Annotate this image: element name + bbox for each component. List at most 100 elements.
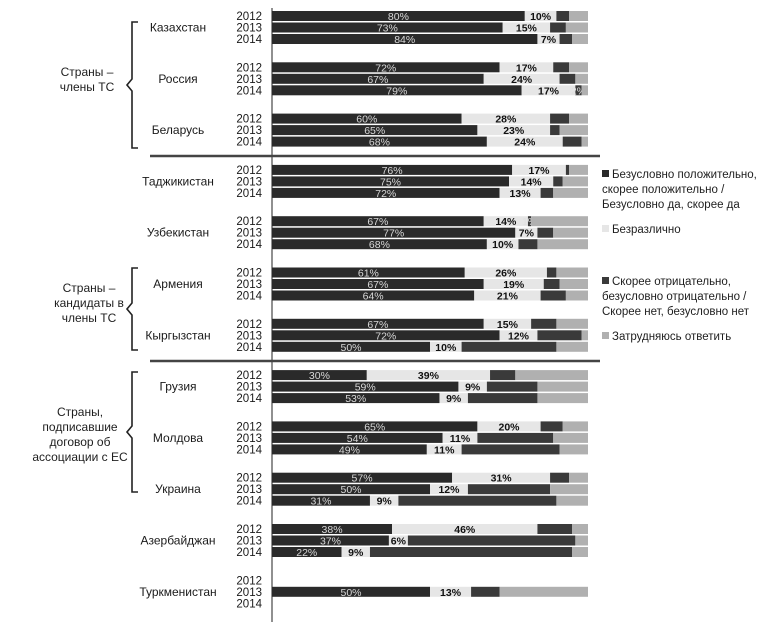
year-label: 2014 <box>236 188 262 200</box>
data-label: 10% <box>435 342 457 354</box>
bar-segment <box>430 586 472 597</box>
bar-segment <box>550 484 588 495</box>
bar-segment <box>537 393 588 404</box>
bar-segment <box>272 34 538 44</box>
data-label: 9% <box>348 547 364 559</box>
bar-segment <box>515 370 588 381</box>
data-label: 75% <box>380 176 401 188</box>
bar-segment <box>531 216 588 227</box>
data-label: 12% <box>508 330 530 342</box>
bar-segment <box>464 267 547 278</box>
data-label: 14% <box>495 216 517 228</box>
bar-segment <box>474 290 541 301</box>
bar-segment <box>272 187 500 198</box>
bar-segment <box>486 136 563 147</box>
bar-segment <box>540 187 554 198</box>
bar-segment <box>540 290 566 301</box>
country-label: Туркменистан <box>139 585 216 599</box>
data-label: 53% <box>345 393 366 405</box>
year-label: 2013 <box>236 484 262 496</box>
bar-segment <box>483 279 544 289</box>
data-label: 68% <box>369 137 390 149</box>
country-label: Армения <box>153 277 202 291</box>
bar-segment <box>553 62 570 73</box>
bar-segment <box>499 62 554 73</box>
bar-segment <box>398 495 557 506</box>
data-label: 9% <box>465 382 481 394</box>
year-label: 2012 <box>236 216 262 228</box>
data-label: 9% <box>377 496 393 508</box>
bar-segment <box>341 547 370 557</box>
bar-segment <box>272 11 525 21</box>
bar-segment <box>515 227 538 238</box>
bar-segment <box>569 11 588 21</box>
bar-segment <box>537 330 582 341</box>
data-label: 39% <box>418 370 440 382</box>
bar-segment <box>426 444 462 455</box>
bar-segment <box>430 341 462 352</box>
year-label: 2013 <box>236 536 262 548</box>
data-label: 9% <box>446 393 462 405</box>
bar-segment <box>499 586 588 597</box>
country-label: Таджикистан <box>142 174 214 188</box>
bar-segment <box>272 393 440 404</box>
data-label: 17% <box>529 165 551 177</box>
bar-segment <box>521 85 576 96</box>
legend-swatch <box>602 225 609 232</box>
data-label: 67% <box>367 74 388 86</box>
bar-segment <box>272 113 462 124</box>
bar-segment <box>518 239 538 250</box>
bar-segment <box>562 176 588 187</box>
bar-segment <box>572 34 588 44</box>
bar-segment <box>272 239 487 250</box>
data-label: 67% <box>367 319 388 331</box>
legend-swatch <box>602 277 609 284</box>
year-label: 2012 <box>236 421 262 433</box>
bar-segment <box>272 444 427 455</box>
data-label: 14% <box>521 176 543 188</box>
bar-segment <box>272 164 513 175</box>
bar-segment <box>272 176 509 187</box>
country-label: Россия <box>158 72 197 86</box>
data-label: 13% <box>510 188 532 200</box>
bar-segment <box>537 239 588 250</box>
data-label: 68% <box>369 239 390 251</box>
data-label: 72% <box>375 62 396 74</box>
bar-segment <box>575 85 582 96</box>
data-label: 10% <box>492 239 514 251</box>
year-label: 2012 <box>236 11 262 23</box>
bar-segment <box>556 341 588 352</box>
bar-segment <box>407 535 576 546</box>
year-label: 2012 <box>236 319 262 331</box>
bar-segment <box>477 125 551 136</box>
bar-segment <box>490 370 516 381</box>
bar-segment <box>272 125 478 136</box>
data-label: 10% <box>530 11 552 23</box>
country-label: Беларусь <box>152 123 204 137</box>
bar-segment <box>565 22 588 33</box>
country-label: Азербайджан <box>140 534 215 548</box>
data-label: 11% <box>450 433 471 445</box>
bar-segment <box>272 318 484 329</box>
bar-segment <box>550 113 570 124</box>
bar-segment <box>556 318 588 329</box>
bar-segment <box>565 164 570 175</box>
bar-segment <box>483 73 560 84</box>
bar-segment <box>272 547 342 557</box>
year-label: 2013 <box>236 330 262 342</box>
data-label: 50% <box>340 587 361 599</box>
bar-segment <box>272 136 487 147</box>
data-label: 37% <box>320 536 341 548</box>
bar-segment <box>559 73 576 84</box>
bar-segment <box>575 535 588 546</box>
data-label: 60% <box>356 114 377 126</box>
bar-segment <box>509 176 554 187</box>
bar-segment <box>553 187 588 198</box>
bar-segment <box>543 279 560 289</box>
data-label: 24% <box>511 74 533 86</box>
country-label: Узбекистан <box>147 226 209 240</box>
bar-segment <box>550 22 566 33</box>
data-label: 67% <box>367 216 388 228</box>
data-label: 7% <box>519 228 535 240</box>
bar-segment <box>531 318 557 329</box>
